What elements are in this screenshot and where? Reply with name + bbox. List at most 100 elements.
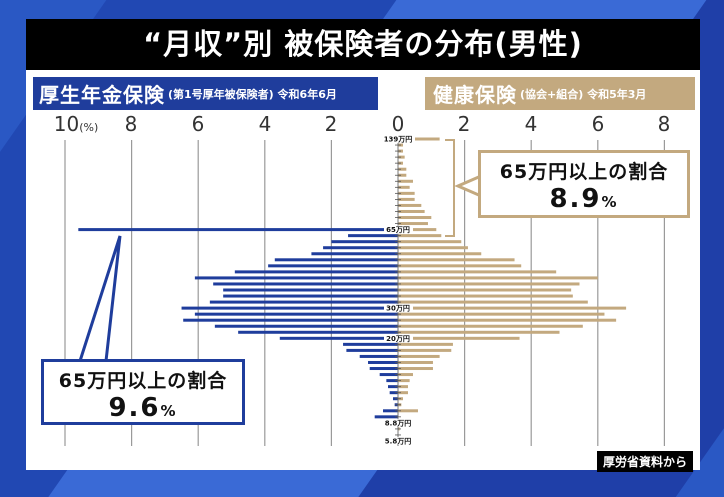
bar-right xyxy=(398,324,583,328)
axis-tick-left-6: 6 xyxy=(191,112,205,136)
row-label: 20万円 xyxy=(386,335,410,343)
bar-right xyxy=(398,209,425,213)
bar-left xyxy=(311,252,398,256)
axis-tick-right-6: 6 xyxy=(591,112,605,136)
row-label-bg xyxy=(384,304,413,313)
axis-tick-left-2: 2 xyxy=(324,112,338,136)
bar-right xyxy=(398,234,442,238)
bar-right xyxy=(398,246,468,250)
bar-left xyxy=(223,288,398,292)
axis-tick-left-10: 10(%) xyxy=(54,112,99,136)
callout-right-unit: % xyxy=(601,193,619,211)
bar-right xyxy=(398,330,560,334)
bar-right xyxy=(398,216,432,220)
axis-tick-left-8: 8 xyxy=(124,112,138,136)
bar-right xyxy=(398,252,482,256)
bar-right xyxy=(398,360,433,364)
bar-right xyxy=(398,282,580,286)
axis-tick-right-4: 4 xyxy=(524,112,538,136)
bar-right xyxy=(398,155,405,159)
bar-left xyxy=(279,336,398,340)
bar-right xyxy=(398,294,573,298)
bar-left xyxy=(388,385,398,389)
bar-right xyxy=(398,167,407,171)
axis-tick-zero: 0 xyxy=(391,112,405,136)
bar-left xyxy=(274,258,398,262)
row-label: 65万円 xyxy=(386,226,410,234)
bar-right xyxy=(398,191,415,195)
bar-right xyxy=(398,348,452,352)
bar-left xyxy=(181,306,398,310)
row-label-bg xyxy=(384,418,413,427)
row-label-bg xyxy=(384,334,413,343)
callout-right-label: 65万円以上の割合 xyxy=(499,161,669,183)
bracket-65man-above xyxy=(445,139,455,237)
bar-right xyxy=(398,288,572,292)
bar-right xyxy=(398,342,453,346)
bar-right xyxy=(398,179,413,183)
row-label: 5.8万円 xyxy=(385,438,411,446)
row-label: 30万円 xyxy=(386,305,410,313)
bar-right xyxy=(398,300,588,304)
legend-left-title: 厚生年金保険 xyxy=(39,83,165,107)
axis-tick-right-8: 8 xyxy=(657,112,671,136)
row-label: 8.8万円 xyxy=(385,419,411,427)
bar-right xyxy=(398,197,415,201)
tick-text: 10 xyxy=(53,112,80,136)
bar-right xyxy=(415,137,440,141)
bar-right xyxy=(398,379,410,383)
bar-right xyxy=(398,409,418,413)
callout-left-value: 9.6 xyxy=(108,393,161,423)
callout-pension-65man: 65万円以上の割合 9.6% xyxy=(41,359,245,425)
bar-right xyxy=(398,318,617,322)
bar-right xyxy=(398,173,407,177)
bar-left xyxy=(78,228,398,232)
bar-left xyxy=(331,240,398,244)
bar-left xyxy=(209,300,398,304)
bar-left xyxy=(194,312,398,316)
bar-right xyxy=(398,385,408,389)
bar-right xyxy=(398,203,422,207)
page-title: “月収”別 被保険者の分布(男性) xyxy=(26,19,700,70)
legend-right-subtitle: (協会+組合) 令和5年3月 xyxy=(520,87,647,101)
row-label-bg xyxy=(384,437,413,445)
bar-left xyxy=(383,409,398,413)
bar-right xyxy=(398,391,408,395)
legend-right-title: 健康保険 xyxy=(433,83,517,107)
source-credit: 厚労省資料から xyxy=(597,451,694,472)
bar-left xyxy=(223,294,398,298)
callout-left-pointer xyxy=(77,235,122,363)
bar-left xyxy=(368,360,398,364)
bar-left xyxy=(268,264,398,268)
bar-left xyxy=(238,330,398,334)
bar-left xyxy=(348,234,398,238)
callout-left-value-wrap: 9.6% xyxy=(44,393,242,423)
legend-left-pension: 厚生年金保険 (第1号厚年被保険者) 令和6年6月 xyxy=(33,77,378,110)
row-label-bg xyxy=(384,225,413,234)
bar-left xyxy=(389,391,398,395)
callout-right-value-wrap: 8.9% xyxy=(481,184,687,214)
bar-right xyxy=(398,336,520,340)
bar-right xyxy=(398,354,440,358)
bar-left xyxy=(343,342,398,346)
legend-right-health: 健康保険 (協会+組合) 令和5年3月 xyxy=(425,77,695,110)
bar-left xyxy=(213,282,398,286)
bar-left xyxy=(234,270,398,274)
bar-left xyxy=(386,379,398,383)
bar-left xyxy=(359,354,398,358)
bar-right xyxy=(398,222,428,226)
bar-right xyxy=(398,228,437,232)
axis-unit: (%) xyxy=(79,121,99,134)
bar-right xyxy=(398,258,515,262)
bar-right xyxy=(398,270,557,274)
callout-left-label: 65万円以上の割合 xyxy=(58,370,228,392)
callout-right-value: 8.9 xyxy=(549,184,602,214)
bar-right xyxy=(398,306,627,310)
bar-left xyxy=(194,276,398,280)
bar-right xyxy=(398,276,598,280)
callout-health-65man: 65万円以上の割合 8.9% xyxy=(478,150,690,218)
bar-left xyxy=(369,367,398,371)
bar-right xyxy=(398,264,522,268)
bar-left xyxy=(323,246,398,250)
row-label: 139万円 xyxy=(384,136,413,144)
